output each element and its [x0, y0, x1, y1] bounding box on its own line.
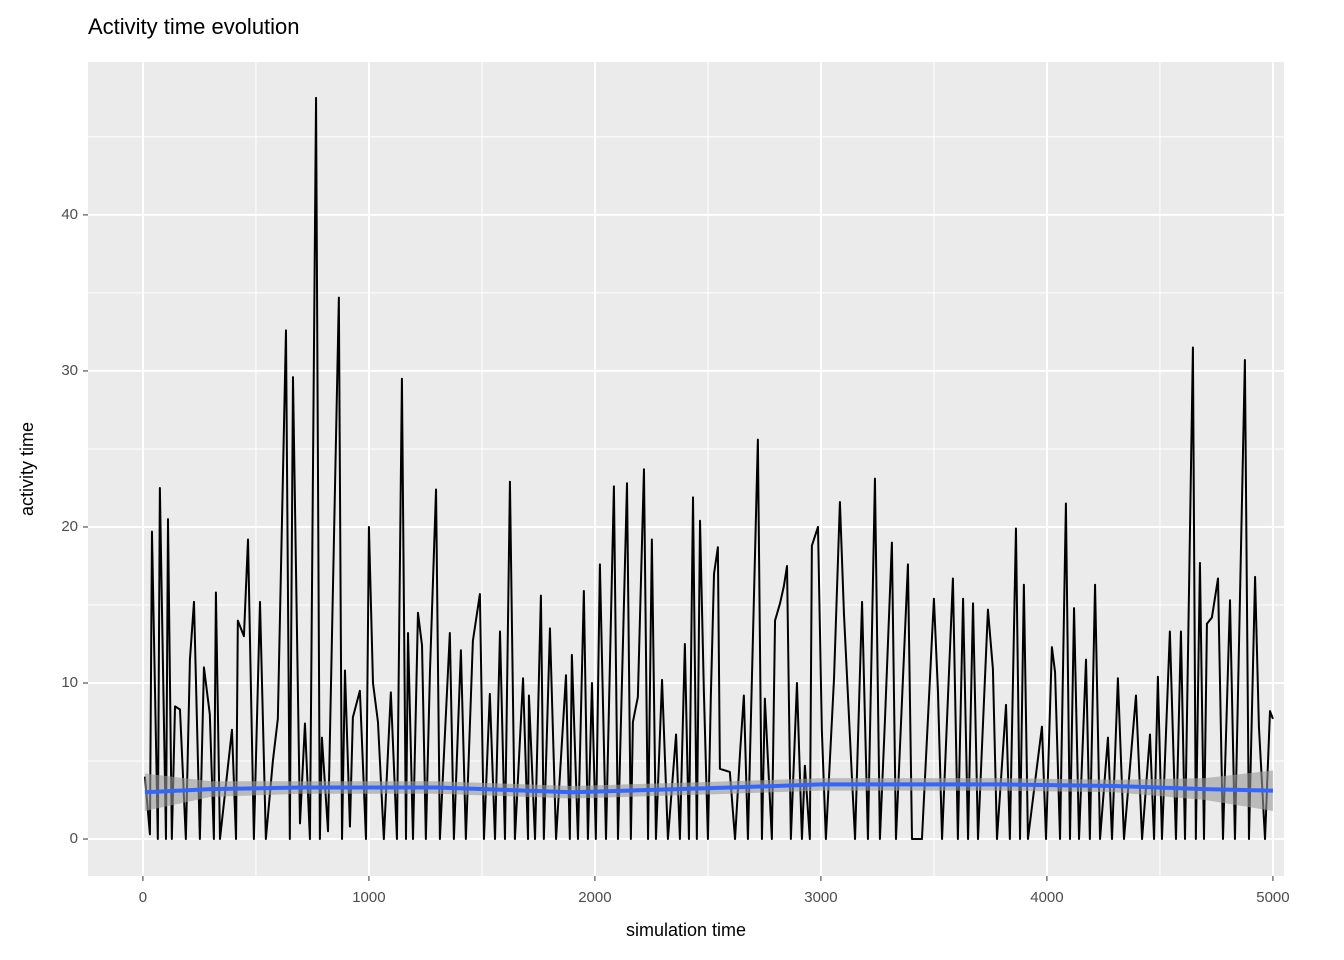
confidence-band	[144, 770, 1273, 811]
x-tick-label: 1000	[352, 889, 385, 906]
y-tick-label: 30	[61, 362, 78, 379]
chart-title: Activity time evolution	[88, 14, 300, 39]
y-tick-label: 20	[61, 518, 78, 535]
y-tick-label: 10	[61, 674, 78, 691]
x-axis-label: simulation time	[626, 920, 746, 940]
x-tick-label: 3000	[804, 889, 837, 906]
y-axis-label: activity time	[17, 422, 37, 516]
x-tick-label: 0	[139, 889, 147, 906]
x-tick-label: 5000	[1256, 889, 1289, 906]
smooth-line	[144, 782, 1273, 795]
panel	[88, 62, 1284, 876]
marks	[143, 96, 1274, 841]
x-tick-label: 2000	[578, 889, 611, 906]
y-tick-label: 40	[61, 206, 78, 223]
y-tick-label: 0	[70, 830, 78, 847]
activity-line	[143, 96, 1274, 841]
x-tick-label: 4000	[1030, 889, 1063, 906]
